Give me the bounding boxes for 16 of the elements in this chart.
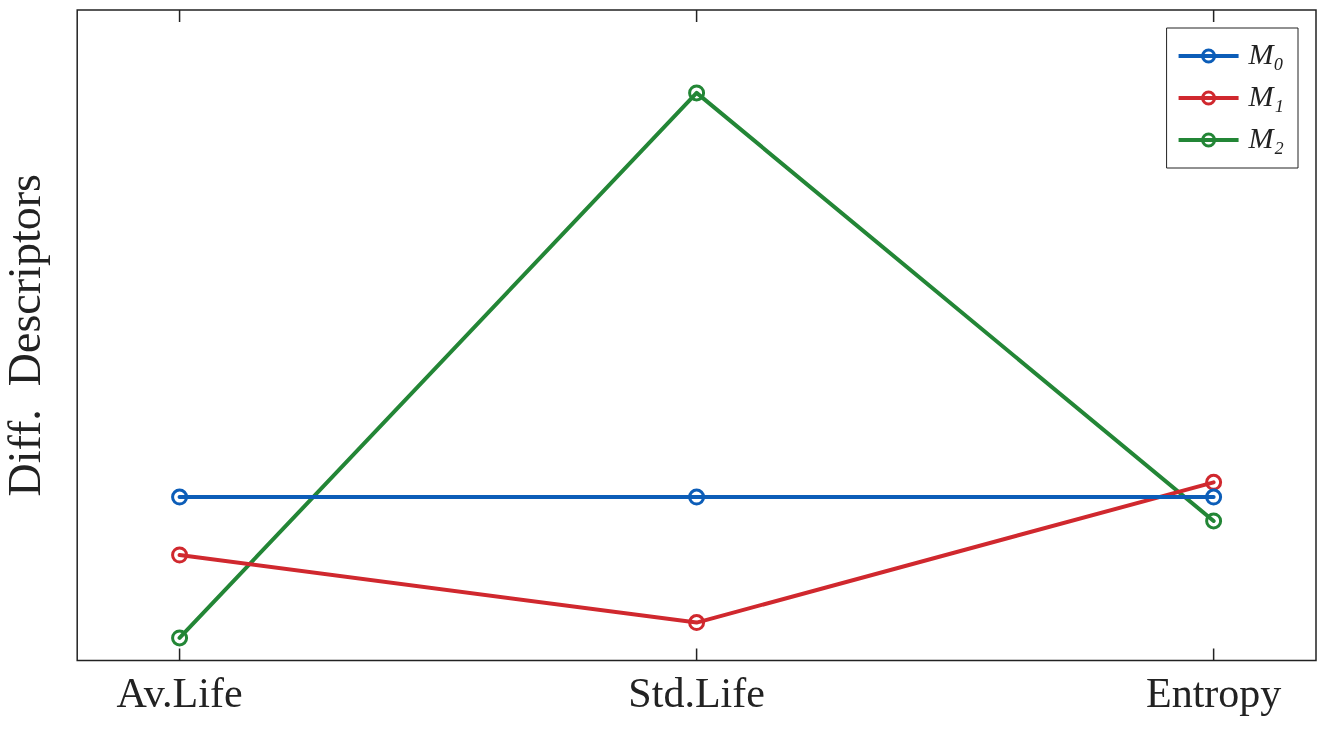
x-tick-label: Av.Life xyxy=(116,669,243,716)
x-tick-label: Std.Life xyxy=(628,669,765,716)
point xyxy=(1205,473,1223,491)
point xyxy=(688,614,706,632)
legend-label: M₀ xyxy=(1247,36,1284,70)
point xyxy=(1205,488,1223,506)
point xyxy=(171,488,189,506)
legend-label: M₁ xyxy=(1247,78,1284,112)
point xyxy=(171,546,189,564)
point xyxy=(171,629,189,647)
point xyxy=(1205,512,1223,530)
y-axis-title: Diff. Descriptors xyxy=(0,174,50,497)
point xyxy=(688,84,706,102)
legend-label: M₂ xyxy=(1247,120,1284,154)
point xyxy=(688,488,706,506)
x-tick-label: Entropy xyxy=(1145,669,1282,716)
